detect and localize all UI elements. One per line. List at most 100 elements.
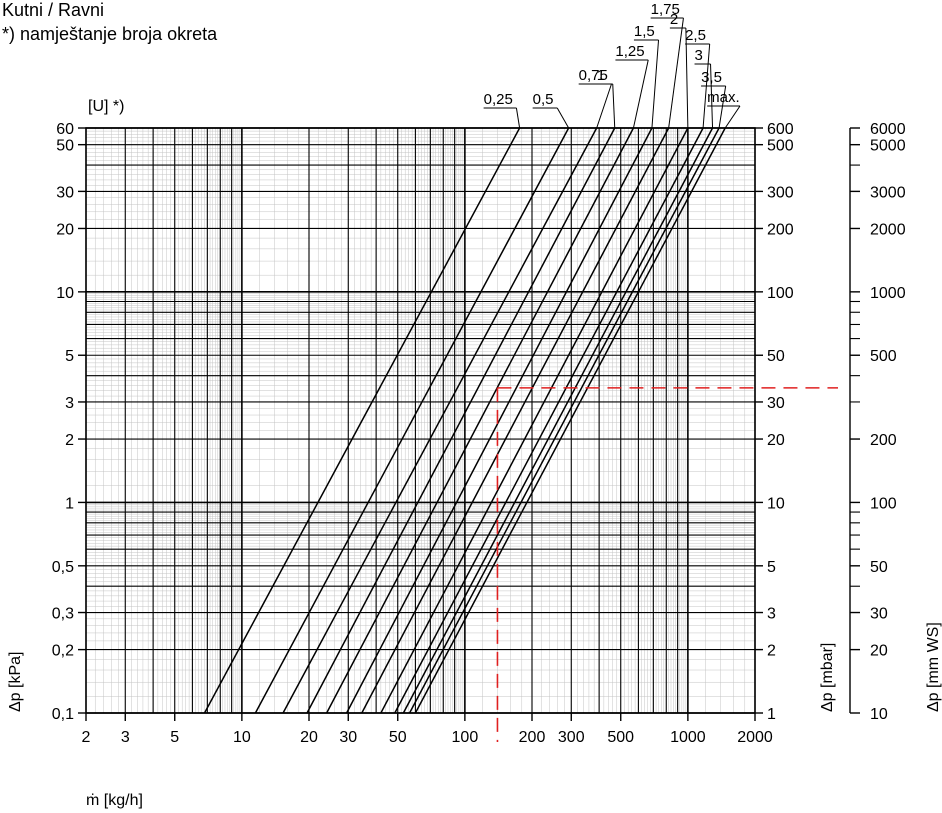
curve-label: 1 <box>597 67 605 84</box>
curve-label: 1,25 <box>615 43 644 60</box>
x-tick-label: 200 <box>519 729 546 746</box>
y-tick-label-mmws: 5000 <box>870 138 906 155</box>
curve-label-leader <box>651 39 660 129</box>
curve-0-5 <box>254 127 570 714</box>
curve-0-75 <box>282 127 598 714</box>
y-tick-label-kpa: 0,2 <box>52 643 74 660</box>
curve-label-leader <box>710 63 714 129</box>
curve-label-leader <box>556 107 570 129</box>
y-tick-label-mbar: 500 <box>767 138 794 155</box>
y-tick-label-mbar: 200 <box>767 221 794 238</box>
y-tick-label-mbar: 300 <box>767 184 794 201</box>
curve-label: 1,75 <box>651 1 680 18</box>
curve-label: 0,5 <box>533 91 554 108</box>
x-tick-label: 10 <box>233 729 251 746</box>
y-tick-label-mbar: 10 <box>767 495 785 512</box>
y-tick-label-kpa: 5 <box>65 348 74 365</box>
y-tick-label-mmws: 3000 <box>870 184 906 201</box>
y-tick-label-mmws: 1000 <box>870 285 906 302</box>
curve-label-leader <box>724 105 741 129</box>
y-tick-label-mmws: 30 <box>870 606 888 623</box>
curve-label: 0,75 <box>579 67 608 84</box>
curve-1-75 <box>361 127 670 714</box>
x-tick-label: 300 <box>558 729 585 746</box>
y-tick-label-mmws: 20 <box>870 643 888 660</box>
y-tick-label-kpa: 30 <box>56 184 74 201</box>
y-tick-label-mmws: 500 <box>870 348 897 365</box>
curve-1-25 <box>325 127 635 714</box>
y-tick-label-mmws: 200 <box>870 432 897 449</box>
y-tick-label-mbar: 20 <box>767 432 785 449</box>
curve-label-leader <box>596 83 612 129</box>
x-tick-labels: 2 3 5 10 20 30 50 100 200 300 500 1000 2000 <box>82 729 773 746</box>
curve-label-leader <box>632 59 649 129</box>
y-tick-label-mmws: 2000 <box>870 221 906 238</box>
y-tick-label-mbar: 1 <box>767 706 776 723</box>
y-tick-label-kpa: 0,1 <box>52 706 74 723</box>
curve-max- <box>414 127 726 714</box>
x-tick-label: 1000 <box>670 729 706 746</box>
x-tick-label: 2 <box>82 729 91 746</box>
curve-label: 2,5 <box>685 27 706 44</box>
y-axis-title-mmws: Δp [mm WS] <box>925 622 942 712</box>
y-tick-label-mbar: 30 <box>767 395 785 412</box>
curve-1 <box>306 127 616 714</box>
curve-3 <box>402 127 714 714</box>
x-tick-label: 500 <box>607 729 634 746</box>
characteristic-curves <box>203 127 726 714</box>
curve-label-leader <box>612 83 616 129</box>
y-tick-label-mbar: 3 <box>767 606 776 623</box>
x-tick-label: 30 <box>339 729 357 746</box>
x-axis-title: ṁ [kg/h] <box>86 792 143 809</box>
curve-label-leader <box>668 17 684 129</box>
minor-grid <box>86 128 756 714</box>
curve-3-5 <box>408 127 720 714</box>
x-tick-label: 20 <box>300 729 318 746</box>
y-tick-label-kpa: 10 <box>56 285 74 302</box>
curve-1-5 <box>345 127 653 714</box>
y-tick-label-kpa: 2 <box>65 432 74 449</box>
plot-frame <box>78 127 763 721</box>
curve-label-leader <box>718 85 727 129</box>
curve-0-25 <box>203 127 521 714</box>
plot-border <box>85 127 756 714</box>
curve-label: 3 <box>695 47 703 64</box>
curve-label-leader <box>515 107 521 129</box>
y-tick-label-kpa: 3 <box>65 395 74 412</box>
header-line-2: *) namještanje broja okreta <box>2 24 218 44</box>
curve-label-leader <box>685 27 689 129</box>
y-tick-label-mbar: 5 <box>767 559 776 576</box>
y-tick-label-mmws: 10 <box>870 706 888 723</box>
y-tick-label-kpa: 1 <box>65 495 74 512</box>
y-tick-label-kpa: 0,3 <box>52 606 74 623</box>
x-tick-label: 3 <box>121 729 130 746</box>
curve-label: max. <box>707 89 740 106</box>
y-tick-label-mmws: 6000 <box>870 121 906 138</box>
x-tick-label: 2000 <box>737 729 773 746</box>
curve-label: 1,5 <box>634 23 655 40</box>
curve-labels: 0,25 0,5 0,751 1,25 1,5 1,752 2,5 3 3,5 max. <box>483 1 741 129</box>
y-axis-title-kpa: Δp [kPa] <box>7 652 24 713</box>
curve-label: 2 <box>670 11 678 28</box>
y-tick-label-kpa: 60 <box>56 121 74 138</box>
header-line-1: Kutni / Ravni <box>2 0 104 20</box>
curve-label: 0,25 <box>484 91 513 108</box>
y-tick-label-mbar: 600 <box>767 121 794 138</box>
y-tick-label-mmws: 100 <box>870 495 897 512</box>
y-tick-label-mmws: 50 <box>870 559 888 576</box>
x-tick-label: 100 <box>452 729 479 746</box>
major-grid <box>85 127 756 714</box>
y-axis-title-mbar: Δp [mbar] <box>819 643 836 712</box>
y-tick-label-kpa: 50 <box>56 138 74 155</box>
y-tick-label-kpa: 20 <box>56 221 74 238</box>
curve-label: 3,5 <box>701 69 722 86</box>
y-tick-label-mbar: 2 <box>767 643 776 660</box>
y-tick-label-kpa: 0,5 <box>52 559 74 576</box>
curve-2 <box>380 127 689 714</box>
x-tick-label: 5 <box>170 729 179 746</box>
x-tick-label: 50 <box>389 729 407 746</box>
